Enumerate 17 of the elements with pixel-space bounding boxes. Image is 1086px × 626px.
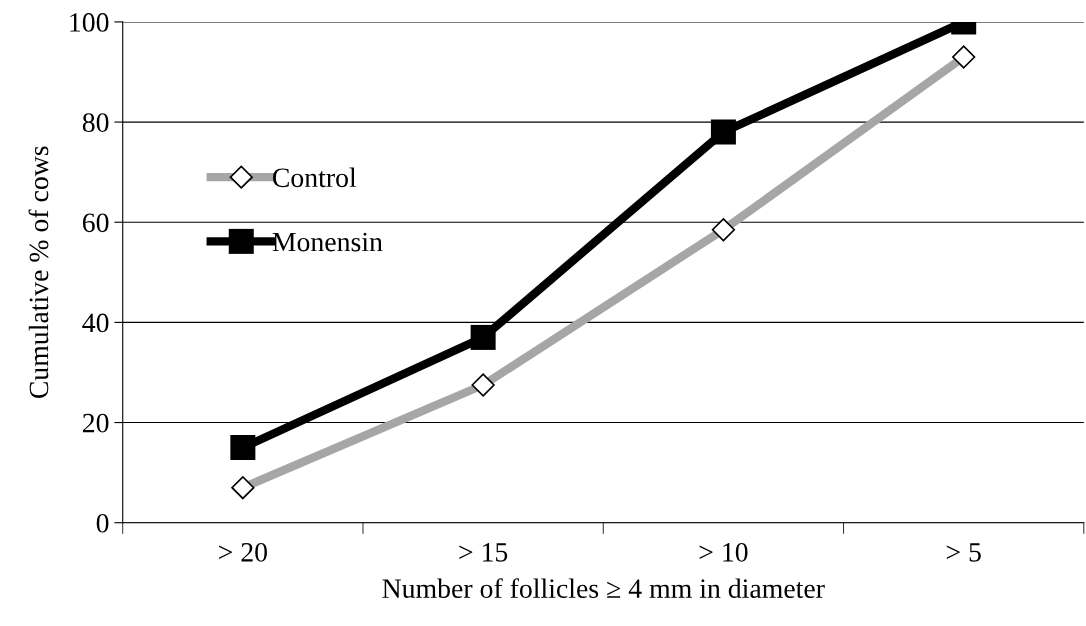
x-tick-label: > 20 (219, 542, 267, 562)
point (230, 435, 256, 461)
x-tick-label: > 5 (946, 543, 981, 562)
y-tick-label: 0 (96, 513, 109, 533)
x-tick-label: > 10 (699, 542, 748, 562)
legend-label: Control (272, 167, 357, 188)
y-tick-label: 40 (82, 313, 109, 333)
y-tick-label: 80 (82, 113, 109, 132)
y-axis-title: Cumulative % of cows (28, 146, 49, 399)
y-tick-label: 20 (82, 413, 109, 433)
legend-label: Monensin (272, 232, 383, 252)
x-axis-title: Number of follicles ≥ 4 mm in diameter (382, 578, 825, 599)
y-tick-label: 60 (82, 213, 109, 233)
y-tick-label: 100 (70, 13, 109, 32)
point (710, 119, 736, 145)
point (470, 324, 496, 350)
x-tick-label: > 15 (459, 543, 508, 562)
